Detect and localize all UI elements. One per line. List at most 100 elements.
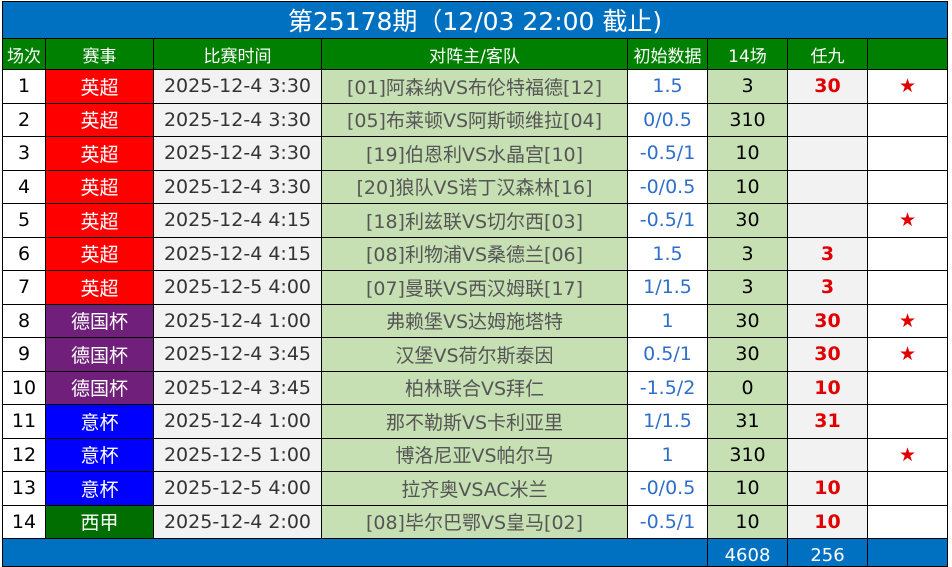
star-icon <box>866 169 949 204</box>
league-cell: 英超 <box>45 69 154 104</box>
match-teams: 拉齐奥VSAC米兰 <box>321 471 628 506</box>
star-icon: ★ <box>866 203 949 238</box>
page-title: 第25178期（12/03 22:00 截止) <box>1 1 949 39</box>
header-time: 比赛时间 <box>153 38 322 70</box>
star-icon <box>866 404 949 439</box>
table-row: 2 英超 2025-12-4 3:30 [05]布莱顿VS阿斯顿维拉[04] 0/0.5… <box>2 102 949 137</box>
table-row: 8 德国杯 2025-12-4 1:00 弗赖堡VS达姆施塔特 1 30 30 ★ <box>2 303 949 338</box>
header-14: 14场 <box>707 38 788 70</box>
league-cell: 德国杯 <box>45 303 154 338</box>
initial-odds: 0/0.5 <box>627 102 708 137</box>
pick-r9: 10 <box>787 504 868 539</box>
league-cell: 意杯 <box>45 471 154 506</box>
initial-odds: 1 <box>627 437 708 472</box>
match-teams: [07]曼联VS西汉姆联[17] <box>321 270 628 305</box>
match-time: 2025-12-4 4:15 <box>153 236 322 271</box>
pick-14: 30 <box>707 203 788 238</box>
table-row: 14 西甲 2025-12-4 2:00 [08]毕尔巴鄂VS皇马[02] -0.5/1… <box>2 504 949 539</box>
match-number: 14 <box>2 504 46 539</box>
pick-14: 30 <box>707 337 788 372</box>
initial-odds: 1/1.5 <box>627 270 708 305</box>
star-icon: ★ <box>866 437 949 472</box>
table-row: 10 德国杯 2025-12-4 3:45 柏林联合VS拜仁 -1.5/2 0 10 <box>2 370 949 405</box>
header-no: 场次 <box>2 38 46 70</box>
match-number: 10 <box>2 370 46 405</box>
match-teams: 汉堡VS荷尔斯泰因 <box>321 337 628 372</box>
league-cell: 英超 <box>45 136 154 171</box>
table-row: 7 英超 2025-12-5 4:00 [07]曼联VS西汉姆联[17] 1/1.5 3 3 <box>2 270 949 305</box>
match-teams: 柏林联合VS拜仁 <box>321 370 628 405</box>
initial-odds: 0.5/1 <box>627 337 708 372</box>
pick-14: 10 <box>707 471 788 506</box>
pick-r9: 3 <box>787 270 868 305</box>
match-number: 2 <box>2 102 46 137</box>
initial-odds: -0/0.5 <box>627 169 708 204</box>
match-time: 2025-12-4 3:45 <box>153 370 322 405</box>
table-row: 5 英超 2025-12-4 4:15 [18]利兹联VS切尔西[03] -0.5/1 3… <box>2 203 949 238</box>
match-number: 9 <box>2 337 46 372</box>
league-cell: 意杯 <box>45 404 154 439</box>
initial-odds: 1.5 <box>627 69 708 104</box>
match-time: 2025-12-5 4:00 <box>153 270 322 305</box>
pick-r9 <box>787 437 868 472</box>
initial-odds: -1.5/2 <box>627 370 708 405</box>
match-time: 2025-12-4 3:45 <box>153 337 322 372</box>
table-row: 6 英超 2025-12-4 4:15 [08]利物浦VS桑德兰[06] 1.5 3 3 <box>2 236 949 271</box>
match-number: 1 <box>2 69 46 104</box>
match-number: 7 <box>2 270 46 305</box>
star-icon <box>866 504 949 539</box>
match-number: 11 <box>2 404 46 439</box>
match-teams: [08]毕尔巴鄂VS皇马[02] <box>321 504 628 539</box>
pick-14: 30 <box>707 303 788 338</box>
initial-odds: 1 <box>627 303 708 338</box>
table-row: 3 英超 2025-12-4 3:30 [19]伯恩利VS水晶宫[10] -0.5/1 1… <box>2 136 949 171</box>
match-number: 13 <box>2 471 46 506</box>
pick-r9 <box>787 136 868 171</box>
match-teams: 弗赖堡VS达姆施塔特 <box>321 303 628 338</box>
match-number: 4 <box>2 169 46 204</box>
initial-odds: -0.5/1 <box>627 504 708 539</box>
pick-14: 3 <box>707 270 788 305</box>
pick-r9: 3 <box>787 236 868 271</box>
match-number: 6 <box>2 236 46 271</box>
pick-14: 10 <box>707 136 788 171</box>
league-cell: 德国杯 <box>45 337 154 372</box>
match-teams: 博洛尼亚VS帕尔马 <box>321 437 628 472</box>
match-teams: [20]狼队VS诺丁汉森林[16] <box>321 169 628 204</box>
star-icon <box>866 370 949 405</box>
initial-odds: -0/0.5 <box>627 471 708 506</box>
match-time: 2025-12-4 2:00 <box>153 504 322 539</box>
pick-r9: 30 <box>787 303 868 338</box>
table-row: 4 英超 2025-12-4 3:30 [20]狼队VS诺丁汉森林[16] -0/0.5… <box>2 169 949 204</box>
league-cell: 德国杯 <box>45 370 154 405</box>
star-icon <box>866 471 949 506</box>
league-cell: 西甲 <box>45 504 154 539</box>
match-time: 2025-12-4 3:30 <box>153 169 322 204</box>
header-league: 赛事 <box>45 38 154 70</box>
table-row: 11 意杯 2025-12-4 1:00 那不勒斯VS卡利亚里 1/1.5 31 31 <box>2 404 949 439</box>
star-icon: ★ <box>866 337 949 372</box>
pick-14: 10 <box>707 169 788 204</box>
pick-r9: 10 <box>787 471 868 506</box>
header-odds: 初始数据 <box>627 38 708 70</box>
footer-r9-total: 256 <box>787 538 868 567</box>
pick-r9: 10 <box>787 370 868 405</box>
league-cell: 英超 <box>45 270 154 305</box>
match-number: 12 <box>2 437 46 472</box>
star-icon <box>866 136 949 171</box>
table-row: 12 意杯 2025-12-5 1:00 博洛尼亚VS帕尔马 1 310 ★ <box>2 437 949 472</box>
match-teams: [08]利物浦VS桑德兰[06] <box>321 236 628 271</box>
star-icon: ★ <box>866 303 949 338</box>
match-teams: [05]布莱顿VS阿斯顿维拉[04] <box>321 102 628 137</box>
match-time: 2025-12-4 1:00 <box>153 404 322 439</box>
header-match: 对阵主/客队 <box>321 38 628 70</box>
pick-r9: 30 <box>787 69 868 104</box>
pick-r9 <box>787 169 868 204</box>
pick-r9: 31 <box>787 404 868 439</box>
pick-14: 3 <box>707 236 788 271</box>
match-time: 2025-12-4 3:30 <box>153 69 322 104</box>
pick-14: 310 <box>707 102 788 137</box>
pick-r9 <box>787 203 868 238</box>
match-time: 2025-12-4 1:00 <box>153 303 322 338</box>
